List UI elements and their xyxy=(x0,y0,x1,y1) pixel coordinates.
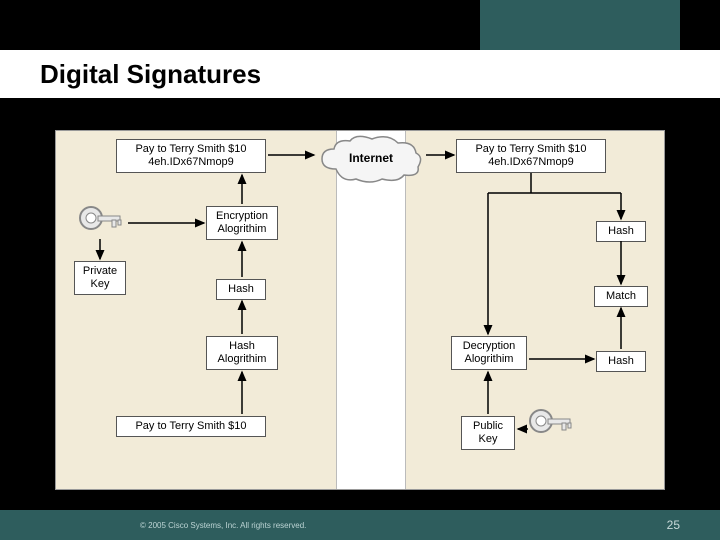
encryption-box: Encryption Alogrithim xyxy=(206,206,278,240)
right-message-top: Pay to Terry Smith $10 4eh.IDx67Nmop9 xyxy=(456,139,606,173)
cloud-label: Internet xyxy=(316,151,426,165)
hash-algo-box: Hash Alogrithim xyxy=(206,336,278,370)
footer: © 2005 Cisco Systems, Inc. All rights re… xyxy=(0,510,720,540)
hash-top-right: Hash xyxy=(596,221,646,242)
black-band xyxy=(0,100,720,130)
left-message-bottom: Pay to Terry Smith $10 xyxy=(116,416,266,437)
public-key-box: Public Key xyxy=(461,416,515,450)
key-icon xyxy=(526,406,576,456)
page-title: Digital Signatures xyxy=(40,59,261,90)
match-box: Match xyxy=(594,286,648,307)
teal-accent-block xyxy=(480,0,680,50)
private-key-box: Private Key xyxy=(74,261,126,295)
center-strip xyxy=(336,131,406,489)
header-bar xyxy=(0,0,720,50)
hash-mid-box: Hash xyxy=(216,279,266,300)
diagram-area: Internet Pay to Terry Smith $10 4eh.IDx6… xyxy=(55,130,665,490)
hash-bottom-right: Hash xyxy=(596,351,646,372)
decryption-box: Decryption Alogrithim xyxy=(451,336,527,370)
copyright-text: © 2005 Cisco Systems, Inc. All rights re… xyxy=(140,521,306,530)
internet-cloud: Internet xyxy=(316,135,426,183)
key-icon xyxy=(76,203,126,253)
page-number: 25 xyxy=(667,518,680,532)
title-row: Digital Signatures xyxy=(0,50,720,100)
left-message-top: Pay to Terry Smith $10 4eh.IDx67Nmop9 xyxy=(116,139,266,173)
